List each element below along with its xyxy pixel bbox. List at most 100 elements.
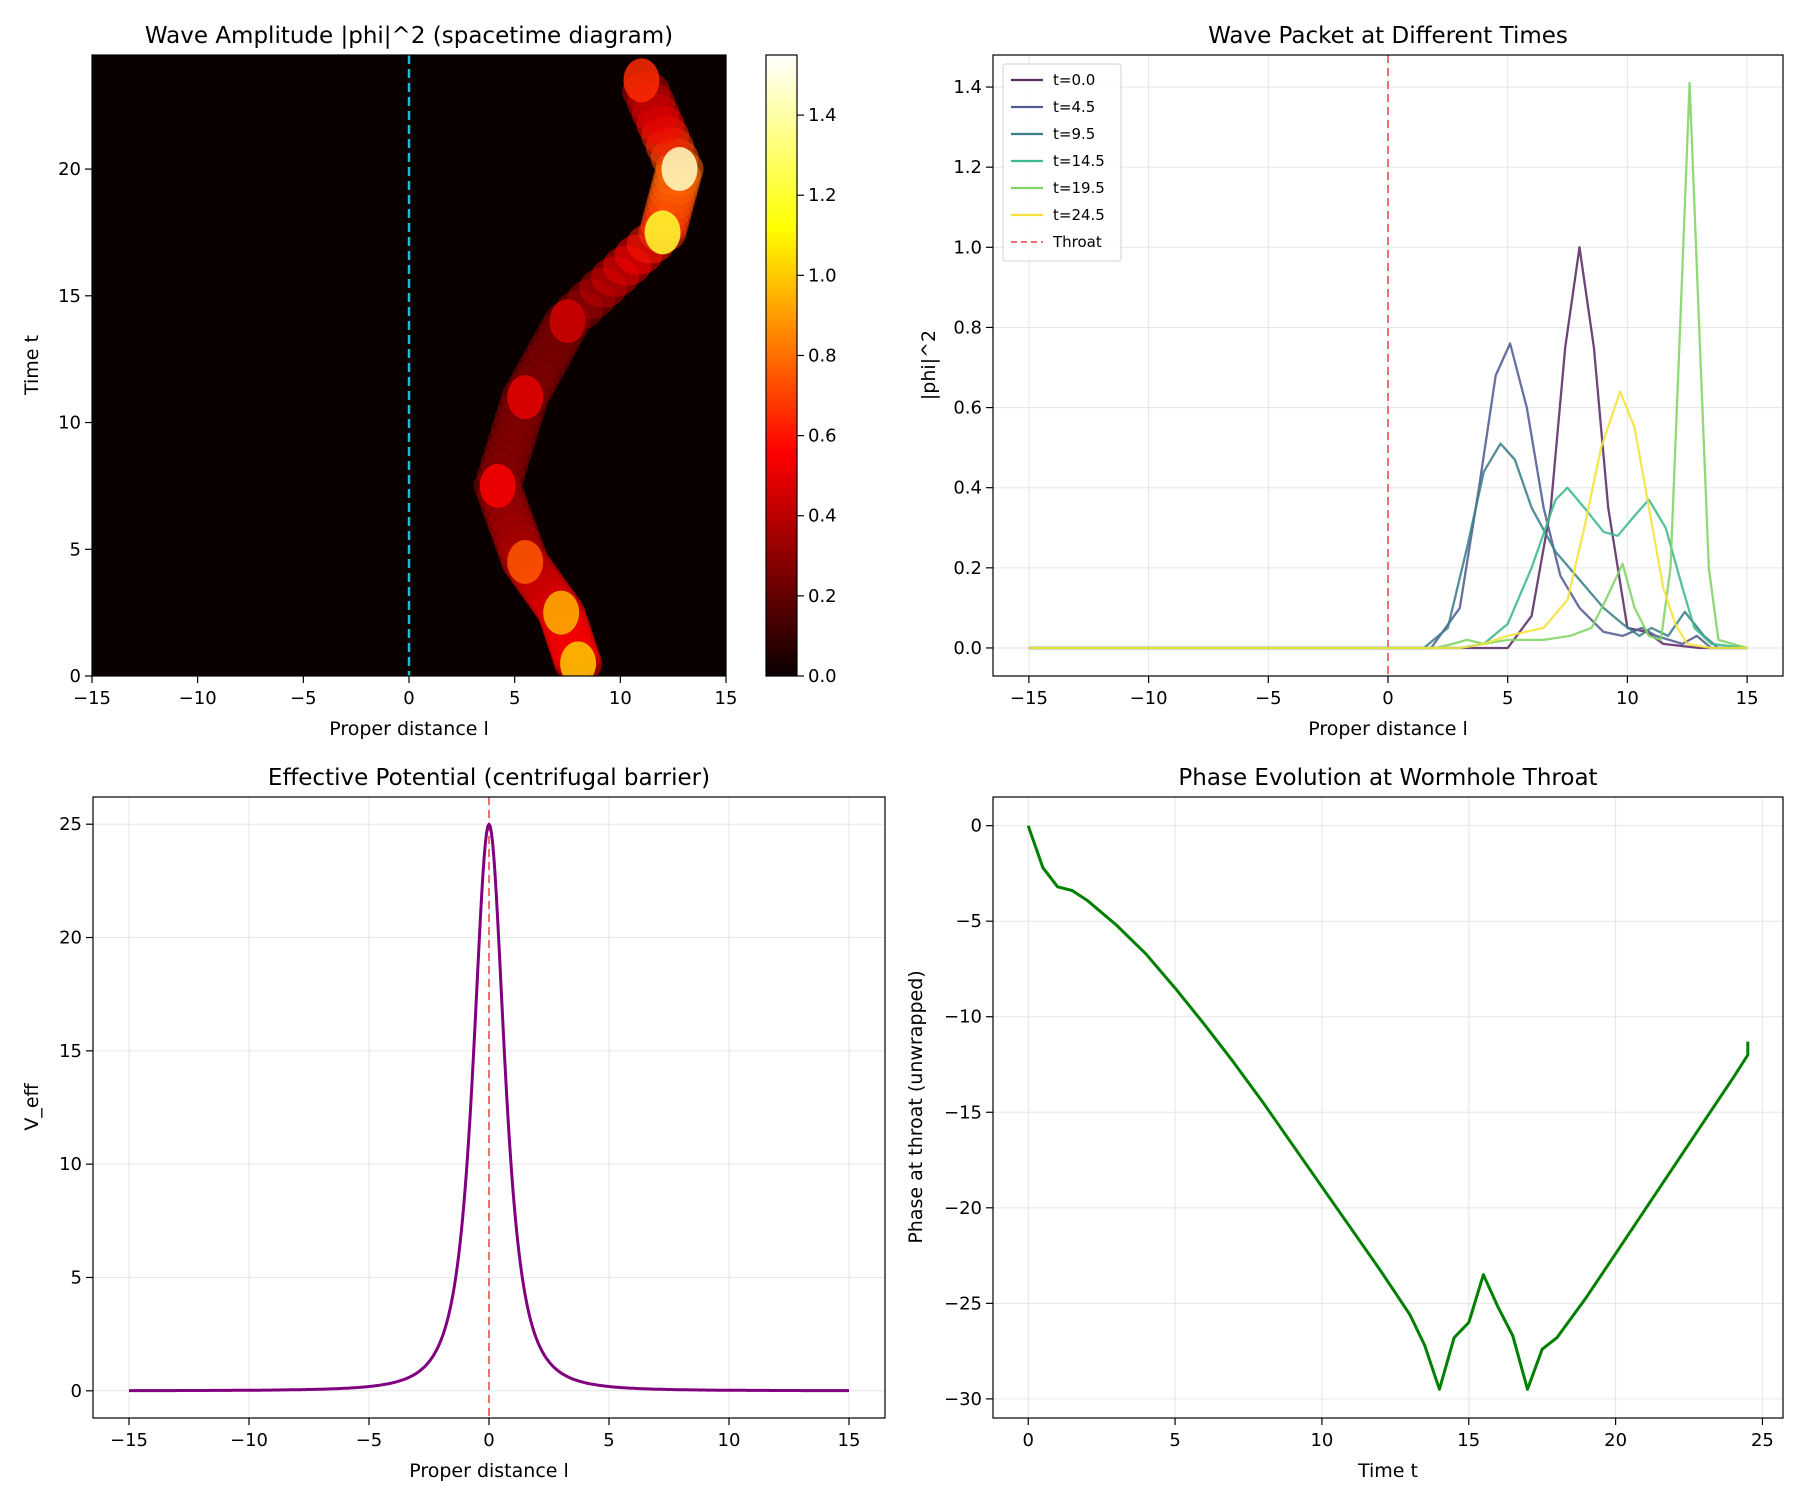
x-tick-label: −10 <box>179 688 217 709</box>
heat-peak <box>507 375 544 420</box>
y-tick-label: −20 <box>944 1198 982 1219</box>
y-tick-label: 25 <box>59 814 82 835</box>
x-tick-label: −10 <box>230 1430 268 1451</box>
y-tick-label: 0 <box>71 1381 82 1402</box>
panel-effective-potential: Effective Potential (centrifugal barrier… <box>21 765 886 1482</box>
panel-wave-packet: Wave Packet at Different Times −15 −10 −5 0… <box>918 23 1784 740</box>
colorbar-tick-label: 0.2 <box>808 586 837 607</box>
y-tick-label: 1.0 <box>953 237 982 258</box>
x-tick-label: 10 <box>609 688 632 709</box>
colorbar-tick-label: 1.0 <box>808 265 837 286</box>
potential-ylabel: V_eff <box>21 1082 43 1130</box>
y-tick-label: −10 <box>944 1007 982 1028</box>
y-tick-label: 0.6 <box>953 398 982 419</box>
x-tick-label: 15 <box>838 1430 861 1451</box>
y-tick-label: 0.4 <box>953 478 982 499</box>
x-tick-label: 0 <box>1023 1430 1034 1451</box>
heatmap-xlabel: Proper distance l <box>329 718 489 740</box>
panel-heatmap: Wave Amplitude |phi|^2 (spacetime diagra… <box>21 23 837 740</box>
y-tick-label: 15 <box>59 1041 82 1062</box>
x-tick-label: 5 <box>1502 688 1513 709</box>
x-tick-label: 10 <box>718 1430 741 1451</box>
heat-peak <box>661 147 698 192</box>
phase-line <box>1026 825 1750 1391</box>
x-tick-label: 0 <box>483 1430 494 1451</box>
phase-ylabel: Phase at throat (unwrapped) <box>905 970 927 1243</box>
y-tick-label: 15 <box>58 286 81 307</box>
x-tick-label: 0 <box>403 688 414 709</box>
legend-label-throat: Throat <box>1052 233 1102 251</box>
panel-phase-evolution: Phase Evolution at Wormhole Throat 0 5 10 1… <box>905 765 1784 1482</box>
x-tick-label: 25 <box>1751 1430 1774 1451</box>
series-line-t=24.5 <box>1028 390 1748 650</box>
series-line-t=19.5 <box>1028 81 1748 650</box>
x-tick-label: −5 <box>1255 688 1282 709</box>
colorbar-tick-label: 1.4 <box>808 105 837 126</box>
heat-peak <box>549 299 586 344</box>
heatmap-intensity <box>473 58 704 676</box>
x-tick-label: −15 <box>73 688 111 709</box>
heat-peak <box>560 641 597 676</box>
y-tick-label: 0.2 <box>953 558 982 579</box>
x-tick-label: 10 <box>1310 1430 1333 1451</box>
x-tick-label: 15 <box>1457 1430 1480 1451</box>
heat-peak <box>644 210 681 255</box>
potential-series <box>128 822 850 1393</box>
y-tick-label: −5 <box>955 911 982 932</box>
phase-grid <box>993 797 1783 1418</box>
colorbar-tick-label: 0.8 <box>808 345 837 366</box>
colorbar <box>765 54 798 677</box>
heat-peak <box>543 590 580 635</box>
x-tick-label: −10 <box>1130 688 1168 709</box>
colorbar-ticks: 0.0 0.2 0.4 0.6 0.8 1.0 1.2 1.4 <box>797 105 837 687</box>
potential-title: Effective Potential (centrifugal barrier… <box>268 765 710 791</box>
phase-y-ticks: 0 −5 −10 −15 −20 −25 −30 <box>944 816 993 1410</box>
legend-box <box>1002 63 1122 262</box>
phase-xlabel: Time t <box>1357 1460 1418 1482</box>
colorbar-tick-label: 0.0 <box>808 666 837 687</box>
series-line-t=9.5 <box>1028 442 1748 650</box>
y-tick-label: −25 <box>944 1293 982 1314</box>
y-tick-label: 5 <box>70 539 81 560</box>
legend-label: t=19.5 <box>1053 179 1105 197</box>
wave-packet-grid <box>993 55 1783 676</box>
wave-packet-y-ticks: 0.0 0.2 0.4 0.6 0.8 1.0 1.2 1.4 <box>953 77 993 659</box>
y-tick-label: 1.4 <box>953 77 982 98</box>
x-tick-label: 10 <box>1616 688 1639 709</box>
y-tick-label: 0.8 <box>953 317 982 338</box>
x-tick-label: −5 <box>290 688 317 709</box>
y-tick-label: 10 <box>58 413 81 434</box>
x-tick-label: −15 <box>1010 688 1048 709</box>
legend-label: t=4.5 <box>1053 98 1095 116</box>
heatmap-x-ticks: −15 −10 −5 0 5 10 15 <box>73 676 737 709</box>
colorbar-tick-label: 1.2 <box>808 185 837 206</box>
heat-peak <box>507 539 544 584</box>
potential-x-ticks: −15 −10 −5 0 5 10 15 <box>110 1418 860 1451</box>
wave-packet-x-ticks: −15 −10 −5 0 5 10 15 <box>1010 676 1759 709</box>
y-tick-label: −30 <box>944 1389 982 1410</box>
x-tick-label: 15 <box>715 688 738 709</box>
series-line-t=14.5 <box>1028 486 1748 650</box>
y-tick-label: 5 <box>71 1267 82 1288</box>
heat-peak <box>479 463 516 508</box>
x-tick-label: 5 <box>1169 1430 1180 1451</box>
series-line-t=0.0 <box>1028 246 1748 650</box>
x-tick-label: −5 <box>356 1430 383 1451</box>
potential-line <box>128 822 850 1393</box>
legend-label: t=14.5 <box>1053 152 1105 170</box>
y-tick-label: 0.0 <box>953 638 982 659</box>
colorbar-tick-label: 0.6 <box>808 426 837 447</box>
y-tick-label: 20 <box>58 159 81 180</box>
wave-packet-series <box>1028 81 1748 650</box>
potential-grid <box>93 797 885 1418</box>
heat-peak <box>623 58 660 103</box>
potential-xlabel: Proper distance l <box>409 1460 569 1482</box>
x-tick-label: 5 <box>509 688 520 709</box>
legend-label: t=9.5 <box>1053 125 1095 143</box>
heatmap-ylabel: Time t <box>21 335 43 396</box>
y-tick-label: 10 <box>59 1154 82 1175</box>
phase-series <box>1026 825 1750 1391</box>
x-tick-label: 0 <box>1382 688 1393 709</box>
y-tick-label: 1.2 <box>953 157 982 178</box>
phase-frame <box>992 796 1784 1419</box>
